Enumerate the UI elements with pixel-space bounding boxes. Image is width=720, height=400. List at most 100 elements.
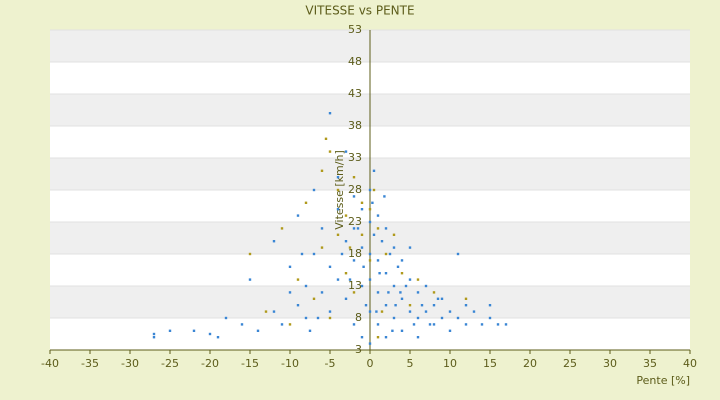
point [375,310,378,313]
point [320,227,324,230]
point [352,259,356,262]
x-tick-label: -30 [121,357,139,370]
point [368,252,372,256]
y-tick-label: 23 [348,215,362,228]
point [336,278,340,281]
point [384,304,388,307]
x-tick-label: 35 [643,357,657,370]
y-tick-label: 43 [348,87,362,100]
point [272,240,276,243]
point [224,316,228,320]
point [380,240,384,243]
x-tick-label: 20 [523,357,537,370]
point [240,323,244,326]
point [328,265,332,268]
point [424,284,428,288]
point [288,291,292,294]
point [416,278,420,281]
point [408,310,412,313]
point [392,316,396,320]
point [352,176,356,179]
point [480,323,484,326]
point [344,272,348,275]
point [352,227,356,230]
point [324,137,328,140]
point [344,214,348,217]
point [472,310,476,313]
x-tick-label: -20 [201,357,219,370]
point [416,336,420,339]
point [383,195,386,198]
point [300,252,304,256]
point [368,188,372,192]
point [352,291,356,294]
point [308,329,312,332]
point [368,278,372,281]
point [352,195,356,198]
point [400,297,404,300]
point [312,297,316,300]
point [388,252,392,256]
y-tick-label: 8 [355,311,362,324]
point [368,259,372,262]
x-tick-label: -40 [41,357,59,370]
point [396,265,400,268]
point [320,246,324,249]
point [400,272,404,275]
x-tick-label: -5 [325,357,336,370]
x-tick-label: 25 [563,357,577,370]
point [384,227,388,230]
point [360,246,364,249]
point [272,310,276,313]
point [320,291,324,294]
point [248,252,252,256]
point [248,278,252,281]
x-tick-label: -25 [161,357,179,370]
point [152,332,156,336]
point [328,112,332,115]
point [344,150,348,153]
x-tick-label: -15 [241,357,259,370]
point [392,233,396,236]
y-tick-label: 53 [348,23,362,36]
point [316,316,320,320]
point [404,284,408,288]
x-tick-label: -10 [281,357,299,370]
point [420,304,424,307]
x-tick-label: 0 [367,357,374,370]
point [360,201,364,204]
point [336,188,340,192]
point [436,297,440,300]
point [488,304,492,307]
point [340,252,344,256]
point [360,208,364,211]
point [408,304,412,307]
point [360,284,364,288]
point [368,342,372,345]
point [392,246,396,249]
point [384,272,388,275]
point [416,291,420,294]
point [408,278,412,281]
point [400,329,404,332]
x-tick-label: 5 [407,357,414,370]
point [360,233,364,236]
point [168,329,172,332]
point [364,304,368,307]
point [304,316,308,320]
y-tick-label: 33 [348,151,362,164]
point [296,278,300,281]
point [362,265,365,268]
point [384,336,388,339]
x-tick-label: -35 [81,357,99,370]
point [387,291,390,294]
point [440,316,444,320]
point [368,220,372,224]
point [432,304,436,307]
point [304,201,308,204]
point [320,169,324,172]
point [448,329,452,332]
point [376,227,380,230]
point [432,323,436,326]
point [496,323,500,326]
